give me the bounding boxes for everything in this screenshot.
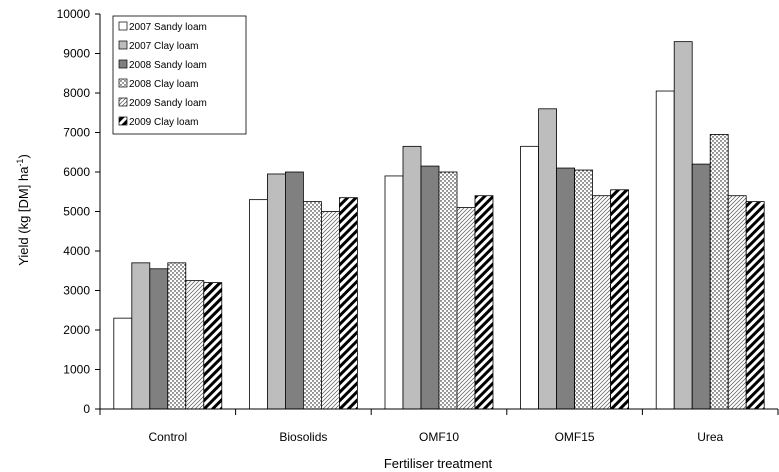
legend-label: 2007 Clay loam	[129, 41, 198, 52]
y-tick-label: 4000	[63, 244, 90, 258]
bar-omf15-series-4	[574, 169, 593, 410]
y-axis-title-main: Yield (kg [DM] ha	[16, 166, 31, 266]
bar-control-series-1	[113, 317, 133, 410]
y-tick-label: 9000	[63, 47, 90, 61]
y-tick-label: 0	[83, 402, 90, 416]
y-tick-label: 1000	[63, 363, 90, 377]
legend-swatch	[118, 21, 128, 31]
y-axis-title-close: )	[16, 154, 31, 158]
bar-urea-series-3	[691, 163, 711, 410]
bar-control-series-6	[203, 282, 223, 410]
legend-label: 2007 Sandy loam	[129, 22, 207, 33]
y-tick-label: 2000	[63, 323, 90, 337]
legend-box	[112, 15, 247, 135]
legend-swatch	[118, 78, 128, 88]
y-axis: 0 1000 2000 3000 4000 5000 6000 7000 8000 9000 100…	[57, 7, 101, 416]
y-axis-title-superscript: -1	[15, 159, 25, 167]
y-tick-label: 5000	[63, 205, 90, 219]
x-tick-label-urea: Urea	[697, 430, 723, 444]
bar-urea-series-4	[709, 134, 729, 410]
legend-label: 2008 Clay loam	[129, 79, 198, 90]
bars	[113, 41, 765, 410]
y-tick-label: 6000	[63, 165, 90, 179]
y-axis-title: Yield (kg [DM] ha-1)	[15, 154, 31, 266]
bar-urea-series-2	[673, 41, 693, 410]
bar-omf15-series-6	[610, 189, 629, 410]
legend-swatch	[118, 59, 128, 69]
bar-control-series-2	[131, 262, 151, 410]
bar-control-series-4	[167, 262, 187, 410]
bar-omf10-series-6	[474, 195, 494, 410]
y-tick-label: 10000	[57, 7, 91, 21]
y-tick-label: 3000	[63, 284, 90, 298]
bar-omf15-series-2	[538, 108, 557, 410]
y-tick-label: 8000	[63, 86, 90, 100]
legend-swatch	[118, 116, 128, 126]
bar-control-series-5	[185, 280, 205, 410]
legend-label: 2009 Sandy loam	[129, 98, 207, 109]
legend-label: 2009 Clay loam	[129, 117, 198, 128]
bar-omf15-series-3	[556, 167, 575, 410]
bar-biosolids-series-4	[302, 201, 322, 410]
bar-biosolids-series-5	[320, 211, 340, 410]
x-tick-label-control: Control	[148, 430, 187, 444]
bar-control-series-3	[149, 268, 169, 410]
bar-omf15-series-1	[520, 145, 539, 410]
legend-swatch	[118, 97, 128, 107]
y-tick-label: 7000	[63, 126, 90, 140]
legend-swatch	[118, 40, 128, 50]
legend-label: 2008 Sandy loam	[129, 60, 207, 71]
bar-omf10-series-2	[402, 145, 422, 410]
x-tick-label-biosolids: Biosolids	[279, 430, 327, 444]
bar-urea-series-5	[727, 195, 747, 410]
bar-urea-series-1	[655, 90, 675, 410]
x-tick-label-omf15: OMF15	[555, 430, 595, 444]
bar-urea-series-6	[745, 201, 765, 410]
x-axis: Control Biosolids OMF10 OMF15 Urea	[99, 408, 779, 444]
x-tick-label-omf10: OMF10	[419, 430, 459, 444]
bar-omf10-series-3	[420, 165, 440, 410]
bar-biosolids-series-1	[248, 199, 268, 410]
bar-omf10-series-4	[438, 171, 458, 410]
bar-biosolids-series-3	[284, 171, 304, 410]
legend: 2007 Sandy loam 2007 Clay loam 2008 Sandy …	[112, 15, 247, 135]
bar-biosolids-series-2	[266, 173, 286, 410]
bar-omf10-series-5	[456, 207, 476, 410]
bar-omf10-series-1	[384, 175, 404, 410]
x-axis-title: Fertiliser treatment	[384, 456, 493, 471]
bar-omf15-series-5	[592, 195, 611, 410]
bar-biosolids-series-6	[338, 197, 358, 410]
